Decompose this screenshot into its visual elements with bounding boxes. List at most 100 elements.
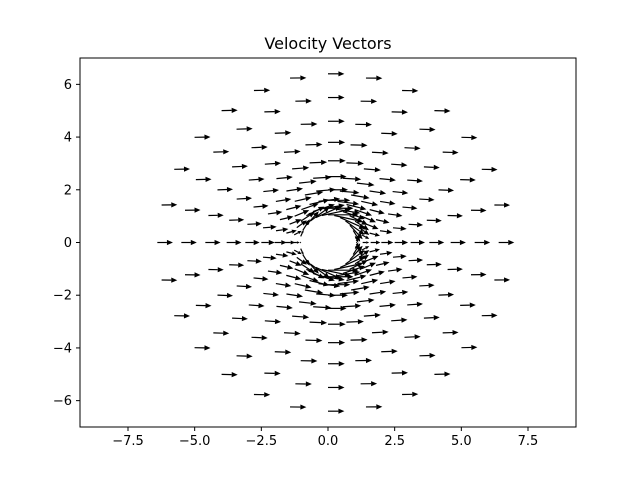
velocity-arrow [253,203,269,209]
velocity-arrow [354,220,369,231]
velocity-arrow [346,274,367,282]
velocity-arrow [205,239,221,246]
velocity-arrow [349,224,363,240]
velocity-arrow [410,239,426,246]
velocity-arrow [181,239,197,246]
velocity-arrow [236,283,253,290]
velocity-arrow [350,337,368,343]
velocity-arrow [174,313,190,319]
velocity-arrow [404,145,421,151]
velocity-arrow [354,268,372,277]
velocity-arrow [302,219,310,231]
velocity-arrow [419,282,435,289]
velocity-arrow [328,71,345,77]
x-tick-label: 5.0 [451,434,472,449]
velocity-arrow [381,240,394,245]
x-tick-label: −2.5 [246,434,278,449]
velocity-arrow [309,320,328,326]
velocity-arrow [335,270,361,277]
velocity-arrow [366,223,379,230]
velocity-arrow [328,384,345,391]
velocity-arrow [407,301,423,307]
velocity-arrow [248,303,265,309]
velocity-arrow [328,408,345,414]
velocity-arrow [208,212,224,218]
velocity-arrow [429,239,445,246]
velocity-arrow [426,217,442,224]
velocity-arrow [279,215,294,221]
velocity-arrow [286,204,302,211]
velocity-arrow [294,196,312,202]
velocity-arrow [313,304,332,311]
velocity-arrow [309,198,330,206]
y-axis: −6 −4 −2 0 2 4 6 [53,78,80,409]
velocity-arrow [226,239,242,246]
velocity-arrow [262,255,277,261]
velocity-arrow [362,241,370,244]
velocity-arrow [302,254,310,266]
velocity-arrow [300,212,315,222]
velocity-arrow [423,315,440,321]
velocity-arrow [328,139,346,145]
velocity-arrow [217,186,234,193]
velocity-arrow [286,251,297,256]
vector-field [157,71,515,414]
velocity-arrow [289,260,302,266]
velocity-arrow [366,255,379,262]
velocity-arrow [328,212,359,218]
velocity-arrow [328,174,347,180]
velocity-arrow [387,212,403,218]
x-tick-label: 7.5 [518,434,539,449]
velocity-arrow [494,277,511,283]
velocity-arrow [289,219,302,225]
velocity-arrow [351,194,370,200]
velocity-arrow [320,275,345,282]
velocity-arrow [391,162,408,168]
velocity-arrow [328,118,345,124]
velocity-arrow [342,303,362,309]
velocity-arrow [264,109,281,115]
velocity-arrow [208,267,224,273]
velocity-arrow [290,404,307,410]
velocity-arrow [213,330,230,336]
velocity-arrow [426,261,442,268]
cylinder-obstacle [301,216,355,269]
velocity-arrow [294,210,310,217]
velocity-arrow [263,187,279,194]
velocity-arrow [299,179,317,185]
velocity-arrow [361,246,370,251]
velocity-arrow [460,302,476,308]
velocity-arrow [370,240,381,245]
velocity-arrow [354,242,359,249]
y-tick-label: 0 [64,236,72,251]
velocity-arrow [402,274,418,280]
velocity-arrow [369,270,385,276]
velocity-arrow [447,266,463,272]
velocity-arrow [284,330,301,336]
velocity-arrow [379,302,396,308]
velocity-arrow [351,285,370,291]
velocity-arrow [295,98,312,104]
velocity-arrow [328,340,346,346]
velocity-arrow [328,267,359,273]
velocity-arrow [328,282,351,288]
velocity-arrow [339,290,360,296]
velocity-arrow [295,381,312,387]
velocity-arrow [264,318,282,325]
velocity-arrow [356,241,358,244]
velocity-arrow [419,196,435,203]
velocity-arrow [358,250,370,258]
velocity-arrow [450,239,466,246]
velocity-arrow [361,278,379,285]
velocity-arrow [392,225,407,232]
velocity-arrow [328,94,345,101]
velocity-arrow [345,250,365,265]
velocity-arrow [498,239,515,246]
velocity-arrow [360,98,378,104]
velocity-arrow [296,256,307,265]
velocity-arrow [342,176,362,182]
velocity-arrow [275,252,289,258]
velocity-arrow [313,174,332,181]
velocity-arrow [337,279,360,285]
velocity-arrow [423,164,440,170]
